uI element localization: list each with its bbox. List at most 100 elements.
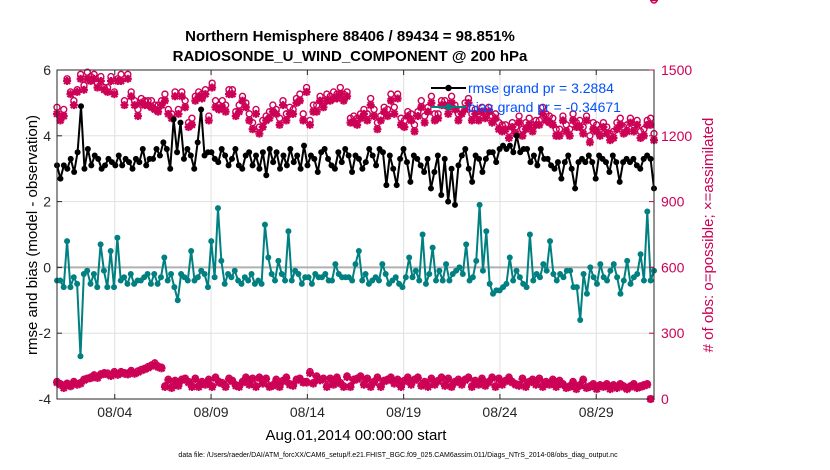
rmse-point xyxy=(482,155,489,162)
rmse-point xyxy=(342,145,349,152)
y-axis-label: rmse and bias (model - observation) xyxy=(24,115,41,355)
obs-assimilated-marker-stroke xyxy=(535,121,544,129)
rmse-point xyxy=(616,178,623,185)
obs-assimilated-marker xyxy=(386,96,395,105)
obs-assimilated-marker-stroke xyxy=(454,376,463,385)
rmse-point xyxy=(156,152,163,159)
obs-assimilated-marker-stroke xyxy=(555,377,564,386)
obs-assimilated-marker xyxy=(444,375,453,384)
bias-point xyxy=(553,277,560,284)
bias-point xyxy=(174,297,181,304)
obs-assimilated-marker xyxy=(447,382,456,391)
legend-bias-marker xyxy=(445,103,452,111)
bias-point xyxy=(536,274,543,281)
rmse-point xyxy=(249,162,256,169)
obs-assimilated-marker xyxy=(467,382,476,391)
obs-assimilated-marker-stroke xyxy=(90,74,98,83)
rmse-point xyxy=(273,149,280,156)
bias-point xyxy=(617,290,624,297)
obs-assimilated-marker xyxy=(258,123,267,132)
obs-assimilated-marker xyxy=(474,380,483,389)
bias-point xyxy=(637,251,644,258)
bias-point xyxy=(587,264,594,271)
obs-assimilated-marker xyxy=(339,382,348,391)
obs-assimilated-marker xyxy=(531,380,540,389)
obs-count-markers xyxy=(53,0,658,403)
rmse-point xyxy=(441,155,448,162)
obs-assimilated-marker-stroke xyxy=(309,379,318,388)
rmse-point xyxy=(119,162,126,169)
x-tick-label: 08/04 xyxy=(97,404,132,420)
bias-point xyxy=(124,280,131,287)
obs-assimilated-marker xyxy=(329,380,338,389)
bias-point xyxy=(610,261,617,268)
obs-assimilated-marker-stroke xyxy=(569,378,577,387)
obs-assimilated-marker-stroke xyxy=(491,114,500,123)
obs-assimilated-marker-stroke xyxy=(164,376,173,385)
obs-assimilated-marker-stroke xyxy=(427,375,436,384)
rmse-point xyxy=(338,159,345,166)
obs-assimilated-marker-stroke xyxy=(312,107,321,116)
obs-assimilated-marker xyxy=(93,83,102,92)
obs-assimilated-marker-stroke xyxy=(363,116,372,125)
obs-assimilated-marker-stroke xyxy=(387,96,395,105)
obs-assimilated-marker xyxy=(548,120,557,129)
y-tick-label: 4 xyxy=(43,128,51,144)
rmse-point xyxy=(349,168,356,175)
obs-assimilated-marker-stroke xyxy=(495,375,503,384)
obs-assimilated-marker-stroke xyxy=(629,127,638,136)
rmse-point xyxy=(160,139,167,146)
bias-point xyxy=(469,274,476,281)
obs-assimilated-marker xyxy=(245,380,254,389)
obs-assimilated-marker xyxy=(353,120,362,129)
obs-assimilated-marker xyxy=(400,123,409,132)
rmse-point xyxy=(606,168,613,175)
obs-assimilated-marker-stroke xyxy=(248,375,257,384)
bias-point xyxy=(218,257,225,264)
obs-assimilated-marker-stroke xyxy=(366,101,375,109)
bias-point xyxy=(211,274,218,281)
y2-tick-label: 1200 xyxy=(661,128,692,144)
obs-assimilated-marker-stroke xyxy=(181,375,189,384)
obs-assimilated-marker-stroke xyxy=(356,373,365,381)
rmse-point xyxy=(222,152,229,159)
obs-assimilated-marker-stroke xyxy=(184,378,193,387)
obs-assimilated-marker xyxy=(221,382,230,391)
rmse-point xyxy=(67,155,74,162)
bias-point xyxy=(604,277,611,284)
rmse-point xyxy=(476,155,483,162)
obs-assimilated-marker-stroke xyxy=(201,90,210,98)
bias-point xyxy=(516,274,523,281)
obs-assimilated-marker-stroke xyxy=(211,374,220,382)
obs-assimilated-marker-stroke xyxy=(188,121,196,129)
obs-assimilated-marker-stroke xyxy=(221,107,230,116)
bias-point xyxy=(245,277,252,284)
obs-assimilated-marker-stroke xyxy=(393,376,402,385)
rmse-point xyxy=(139,145,146,152)
bias-point xyxy=(201,270,208,277)
obs-assimilated-marker xyxy=(437,374,446,383)
obs-assimilated-marker-stroke xyxy=(565,132,574,140)
obs-assimilated-marker xyxy=(187,120,196,129)
obs-assimilated-marker-stroke xyxy=(370,112,378,120)
obs-assimilated-marker-stroke xyxy=(464,374,473,382)
rmse-point xyxy=(126,159,133,166)
rmse-point xyxy=(462,145,469,152)
bias-point xyxy=(510,277,517,284)
bias-point xyxy=(322,270,329,277)
data-file-footnote: data file: /Users/raeder/DAI/ATM_forcXX/… xyxy=(178,452,618,459)
obs-assimilated-marker-stroke xyxy=(248,125,257,133)
bias-point xyxy=(419,231,426,238)
obs-assimilated-marker-stroke xyxy=(589,380,598,389)
bias-point xyxy=(214,205,221,212)
obs-assimilated-marker xyxy=(96,76,105,85)
rmse-point xyxy=(403,159,410,166)
rmse-point xyxy=(630,155,637,162)
obs-assimilated-marker-stroke xyxy=(387,374,395,382)
rmse-point xyxy=(283,162,290,169)
obs-assimilated-marker-stroke xyxy=(302,378,311,387)
obs-assimilated-marker xyxy=(272,109,281,118)
bias-point xyxy=(60,284,67,291)
obs-assimilated-marker xyxy=(305,369,314,378)
obs-assimilated-marker xyxy=(160,96,169,105)
